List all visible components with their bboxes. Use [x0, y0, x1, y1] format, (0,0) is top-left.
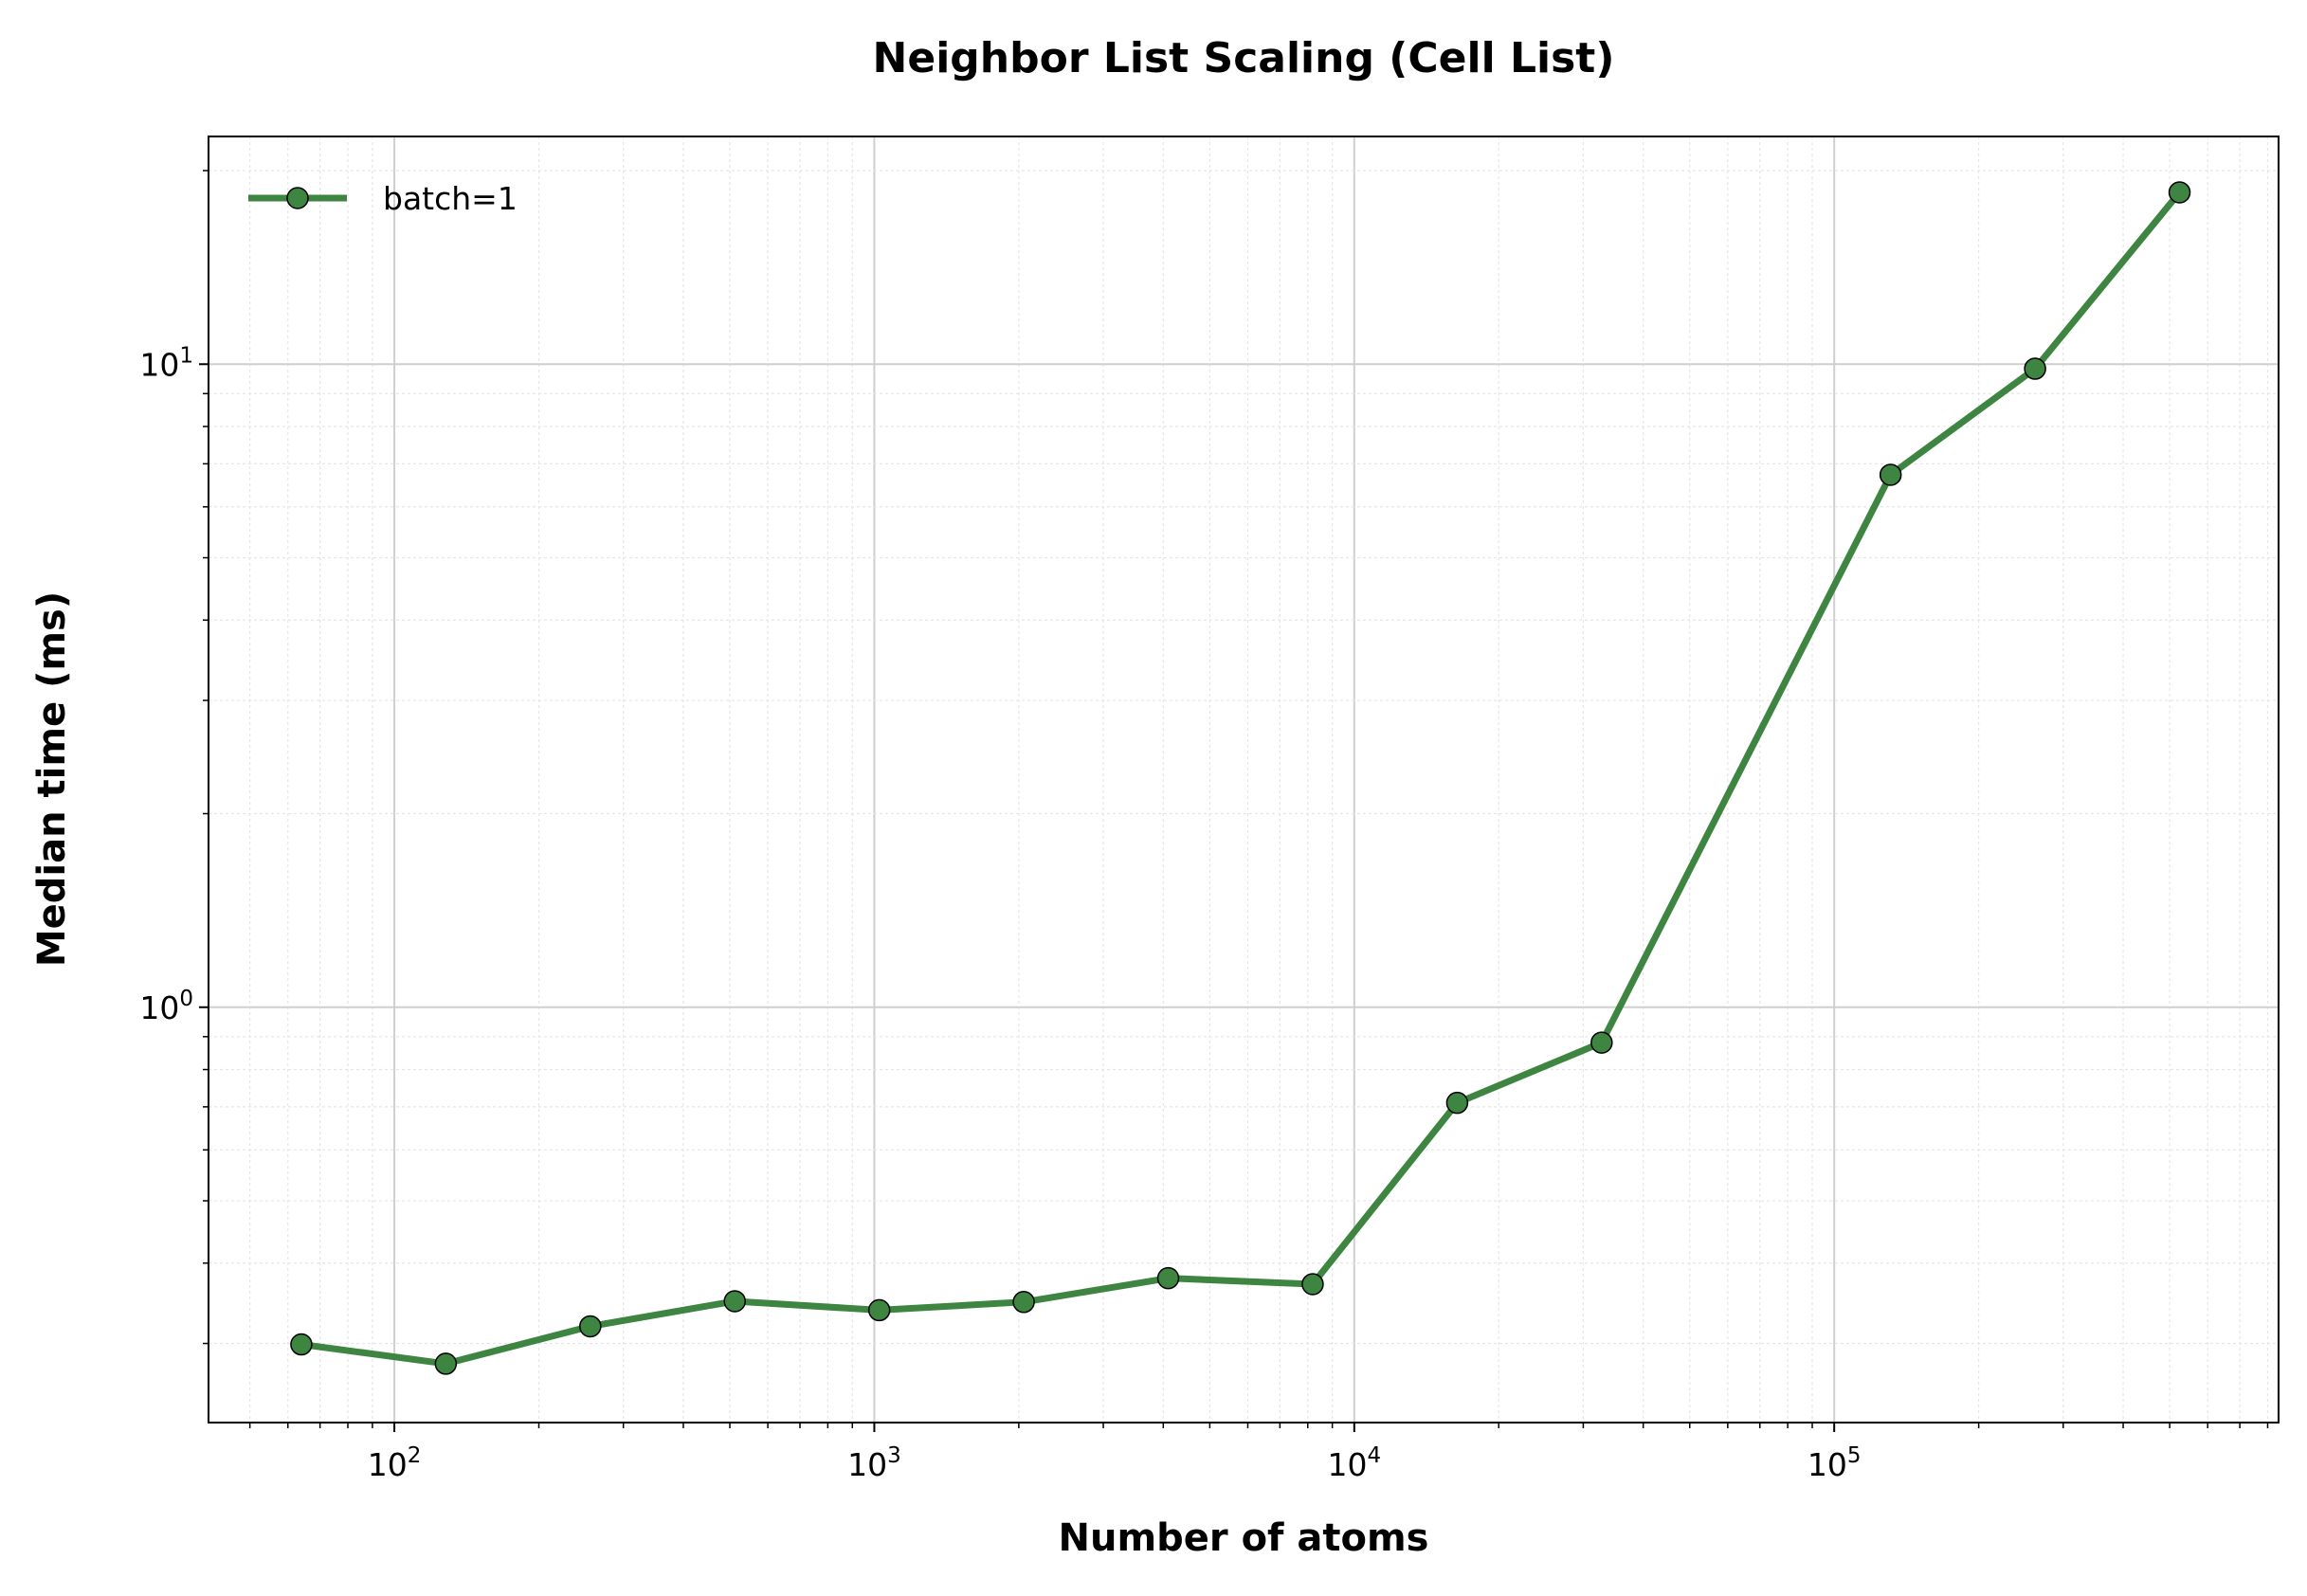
data-point — [290, 1333, 313, 1356]
data-point — [1012, 1291, 1035, 1314]
x-tick-label: 105 — [1807, 1443, 1862, 1483]
data-point — [723, 1290, 746, 1313]
y-tick-label: 100 — [139, 987, 193, 1026]
data-point — [2024, 357, 2046, 380]
data-point — [1879, 463, 1902, 486]
data-point — [867, 1298, 891, 1322]
x-axis-label: Number of atoms — [1059, 1516, 1429, 1560]
data-point — [579, 1315, 602, 1338]
legend-label: batch=1 — [383, 180, 518, 217]
y-tick-label: 101 — [139, 343, 193, 383]
ticks: 102 103 104 105 100 101 — [139, 170, 2269, 1483]
x-tick-label: 103 — [847, 1443, 901, 1483]
grid — [209, 136, 2279, 1423]
data-point — [1301, 1273, 1324, 1296]
plot-frame — [208, 136, 2280, 1424]
data-point — [1445, 1091, 1469, 1115]
x-tick-label: 104 — [1327, 1443, 1381, 1483]
x-tick-label: 102 — [368, 1443, 422, 1483]
series-layer — [290, 181, 2191, 1375]
data-point — [2168, 181, 2191, 204]
data-point — [1156, 1266, 1180, 1290]
chart-title: Neighbor List Scaling (Cell List) — [873, 34, 1615, 82]
legend-marker — [286, 187, 309, 209]
data-point — [1590, 1031, 1613, 1054]
series-line — [300, 190, 2183, 1368]
data-point — [434, 1352, 458, 1375]
legend: batch=1 — [248, 180, 518, 217]
y-axis-label: Median time (ms) — [30, 591, 74, 967]
